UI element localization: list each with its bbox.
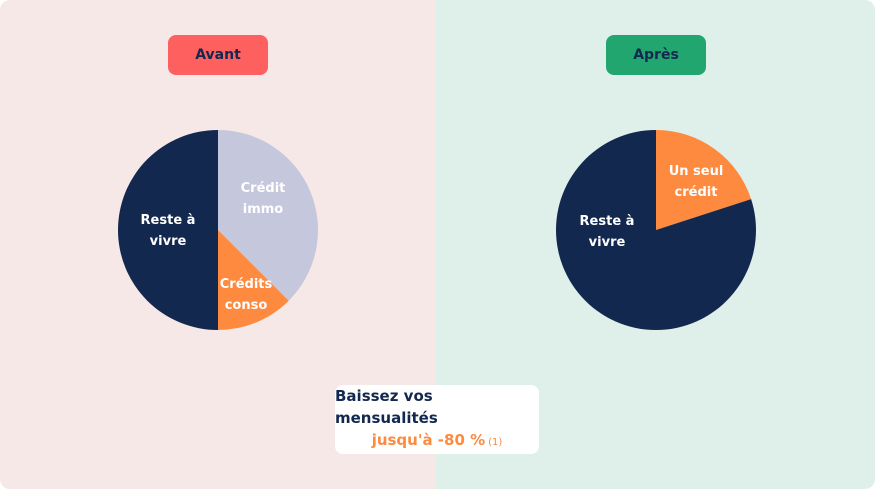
pie-label-reste-vivre: Reste à vivre bbox=[580, 214, 635, 250]
pie-label-cr-dits-conso: Crédits conso bbox=[220, 277, 273, 313]
savings-callout: Baissez vos mensualités jusqu'à -80 % (1) bbox=[335, 385, 539, 454]
callout-highlight: jusqu'à -80 % bbox=[371, 431, 486, 449]
pie-slice-cr-dits-conso bbox=[218, 230, 289, 330]
pie-slice-un-seul-cr-dit bbox=[656, 130, 752, 230]
callout-subline: jusqu'à -80 % (1) bbox=[372, 429, 503, 454]
pie-0: Crédit immo Crédits conso Reste à vivre bbox=[118, 130, 318, 330]
pie-slice-reste-vivre bbox=[556, 130, 756, 330]
pie-1: Un seul crédit Reste à vivre bbox=[556, 130, 756, 330]
pie-label-reste-vivre: Reste à vivre bbox=[141, 213, 196, 249]
pie-slice-reste-vivre bbox=[118, 130, 218, 330]
apres-badge-holder: Après bbox=[436, 0, 875, 489]
apres-badge: Après bbox=[606, 35, 706, 75]
callout-footnote: (1) bbox=[488, 437, 503, 448]
pie-slice-cr-dit-immo bbox=[218, 130, 318, 301]
callout-title: Baissez vos mensualités bbox=[335, 387, 438, 427]
pie-label-cr-dit-immo: Crédit immo bbox=[241, 181, 286, 217]
avant-badge: Avant bbox=[168, 35, 268, 75]
pie-label-un-seul-cr-dit: Un seul crédit bbox=[669, 164, 724, 200]
